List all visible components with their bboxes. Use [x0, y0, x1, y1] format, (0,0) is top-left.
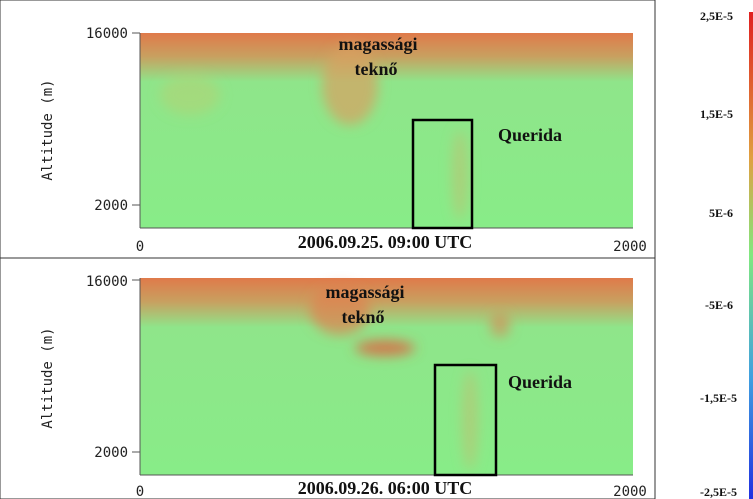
y-tick-label: 16000 [86, 274, 128, 290]
x-tick-label: 2000 [613, 239, 647, 255]
colorbar: 2,5E-5 1,5E-5 5E-6 -5E-6 -1,5E-5 -2,5E-5 [700, 9, 753, 499]
annotation: magassági [325, 282, 404, 302]
y-tick-label: 16000 [86, 26, 128, 42]
annotation: teknő [341, 307, 384, 327]
panel: 16000 2000 0 2000 Altitude (m) 2006.09.2… [40, 26, 647, 255]
x-tick-label: 2000 [613, 484, 647, 499]
box-label: Querida [508, 372, 572, 392]
annotation: magassági [338, 34, 417, 54]
panel: 16000 2000 0 2000 Altitude (m) 2006.09.2… [40, 274, 647, 499]
y-axis-label: Altitude (m) [40, 79, 56, 180]
annotation: teknő [354, 59, 397, 79]
x-tick-label: 0 [136, 484, 144, 499]
panel-title: 2006.09.26. 06:00 UTC [298, 478, 473, 498]
box-label: Querida [498, 125, 562, 145]
panel-title: 2006.09.25. 09:00 UTC [298, 232, 473, 252]
y-axis-label: Altitude (m) [40, 327, 56, 428]
colorbar-label: -1,5E-5 [700, 391, 737, 405]
y-tick-label: 2000 [94, 198, 128, 214]
figure: 16000 2000 0 2000 Altitude (m) 2006.09.2… [0, 0, 753, 499]
colorbar-label: -5E-6 [705, 298, 733, 312]
colorbar-label: 2,5E-5 [700, 9, 733, 23]
colorbar-label: -2,5E-5 [700, 485, 737, 499]
x-tick-label: 0 [136, 239, 144, 255]
colorbar-label: 1,5E-5 [700, 107, 733, 121]
colorbar-label: 5E-6 [709, 206, 733, 220]
y-tick-label: 2000 [94, 445, 128, 461]
colorbar-ramp [749, 12, 753, 499]
